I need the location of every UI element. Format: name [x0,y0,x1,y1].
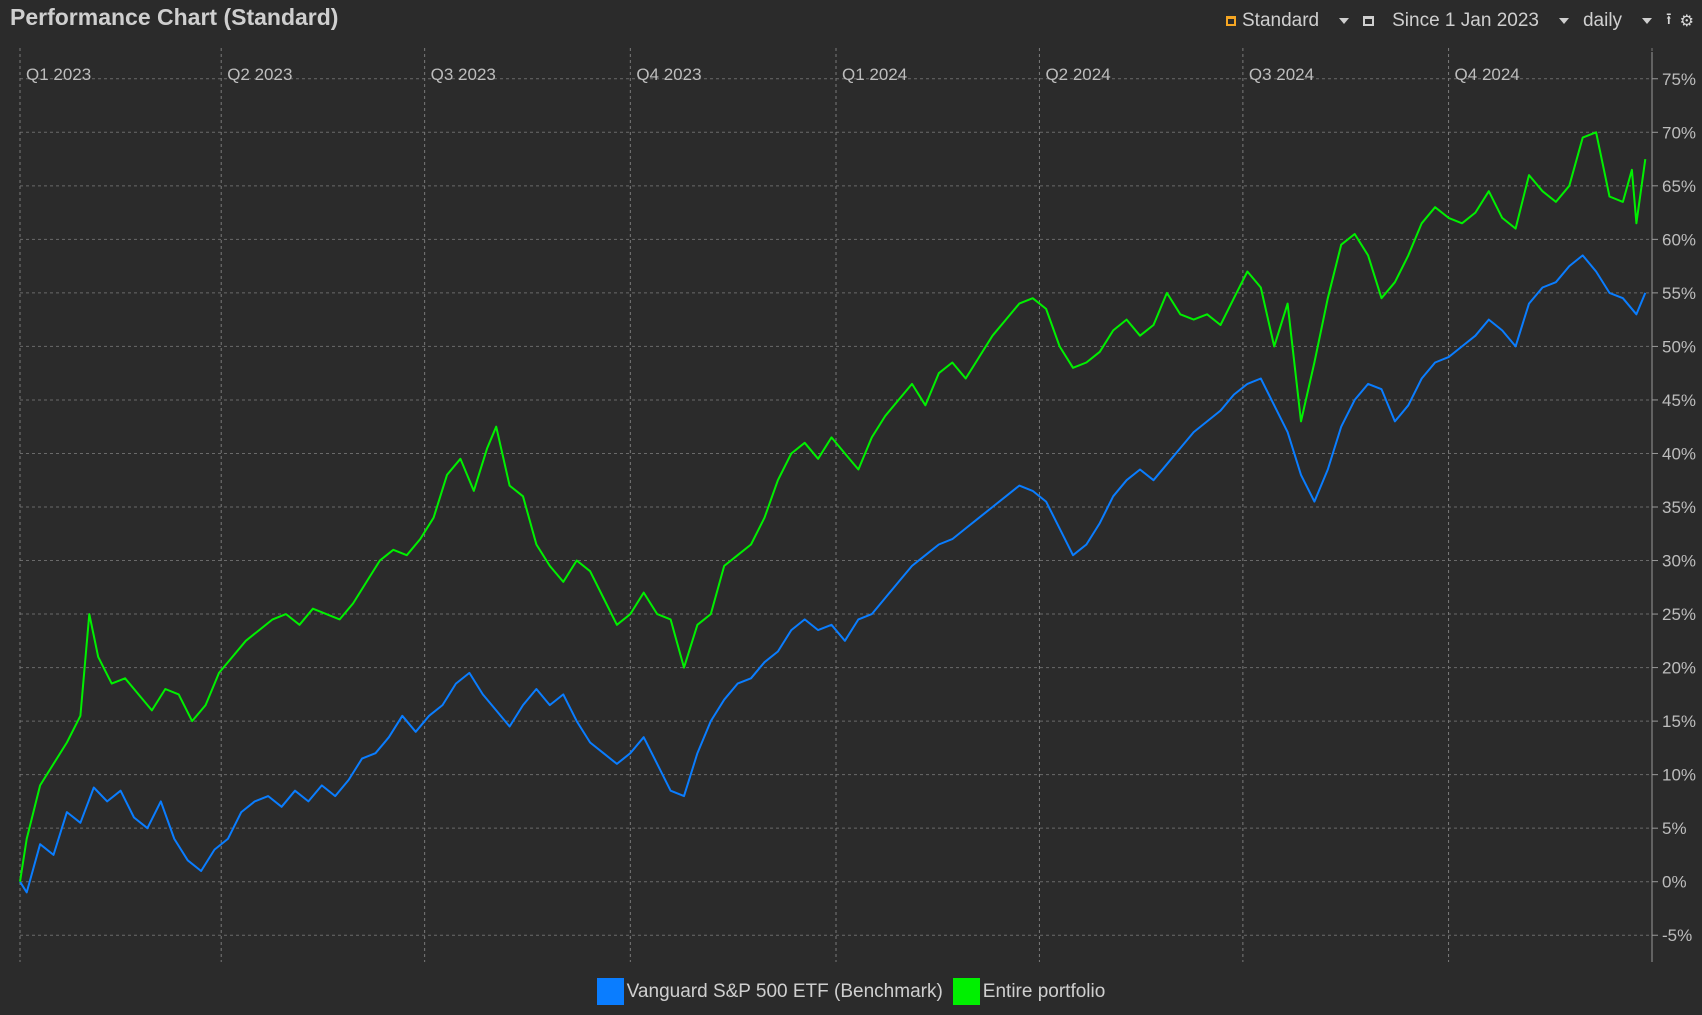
y-tick-label: 30% [1662,552,1696,571]
legend-swatch-portfolio [952,978,980,1005]
interval-selector-label: daily [1582,10,1623,31]
x-tick-label: Q1 2023 [26,65,91,84]
y-tick-label: 55% [1662,284,1696,303]
series-line-portfolio [19,131,1647,882]
y-tick-label: -5% [1662,926,1692,945]
legend-item-portfolio[interactable]: Entire portfolio [952,978,1106,1005]
x-tick-label: Q4 2023 [636,65,701,84]
y-tick-label: 40% [1662,444,1696,463]
x-tick-label: Q2 2023 [227,65,292,84]
x-tick-label: Q2 2024 [1045,65,1110,84]
chevron-down-icon [1642,18,1653,24]
chevron-down-icon [1558,18,1569,24]
y-tick-label: 60% [1662,230,1696,249]
period-selector-label: Since 1 Jan 2023 [1392,10,1539,31]
y-axis-ticks: -5% 0% 5% 10% 15% 20% 25% 30% 35% 40% 45% 50% 55% 60%… [1651,52,1696,962]
y-tick-label: 50% [1662,337,1696,356]
y-tick-label: 15% [1662,712,1696,731]
chart-toolbar: Standard Since 1 Jan 2023 daily ⭱ ⚙ [1226,8,1694,34]
page-title: Performance Chart (Standard) [10,4,339,30]
performance-chart[interactable]: -5% 0% 5% 10% 15% 20% 25% 30% 35% 40% 45% 50% 55% 60%… [0,0,1702,970]
chevron-down-icon [1339,18,1350,24]
legend-swatch-benchmark [596,978,624,1005]
y-tick-label: 20% [1662,659,1696,678]
chart-grid [19,48,1653,962]
legend-item-benchmark[interactable]: Vanguard S&P 500 ETF (Benchmark) [596,978,943,1005]
orange-square-icon [1226,16,1236,26]
chart-series [19,131,1647,894]
y-tick-label: 70% [1662,123,1696,142]
y-tick-label: 5% [1662,819,1687,838]
y-tick-label: 35% [1662,498,1696,517]
y-tick-label: 0% [1662,873,1687,892]
calendar-icon [1363,16,1375,26]
x-tick-label: Q3 2023 [431,65,496,84]
view-selector-label: Standard [1242,10,1320,31]
x-tick-label: Q4 2024 [1455,65,1520,84]
x-tick-label: Q3 2024 [1249,65,1314,84]
gear-icon[interactable]: ⚙ [1679,13,1694,30]
interval-selector[interactable]: daily [1583,10,1658,32]
y-tick-label: 65% [1662,177,1696,196]
y-tick-label: 75% [1662,70,1696,89]
x-tick-label: Q1 2024 [842,65,907,84]
y-tick-label: 10% [1662,766,1696,785]
period-selector[interactable]: Since 1 Jan 2023 [1363,10,1575,32]
chart-legend: Vanguard S&P 500 ETF (Benchmark) Entire … [0,978,1702,1005]
view-selector[interactable]: Standard [1226,10,1355,32]
legend-label-portfolio: Entire portfolio [982,980,1106,1002]
legend-label-benchmark: Vanguard S&P 500 ETF (Benchmark) [626,980,943,1002]
y-tick-label: 45% [1662,391,1696,410]
export-icon[interactable]: ⭱ [1666,10,1672,28]
series-line-benchmark [19,254,1647,894]
y-tick-label: 25% [1662,605,1696,624]
x-axis-ticks: Q1 2023 Q2 2023 Q3 2023 Q4 2023 Q1 2024 Q2 20… [26,65,1520,84]
